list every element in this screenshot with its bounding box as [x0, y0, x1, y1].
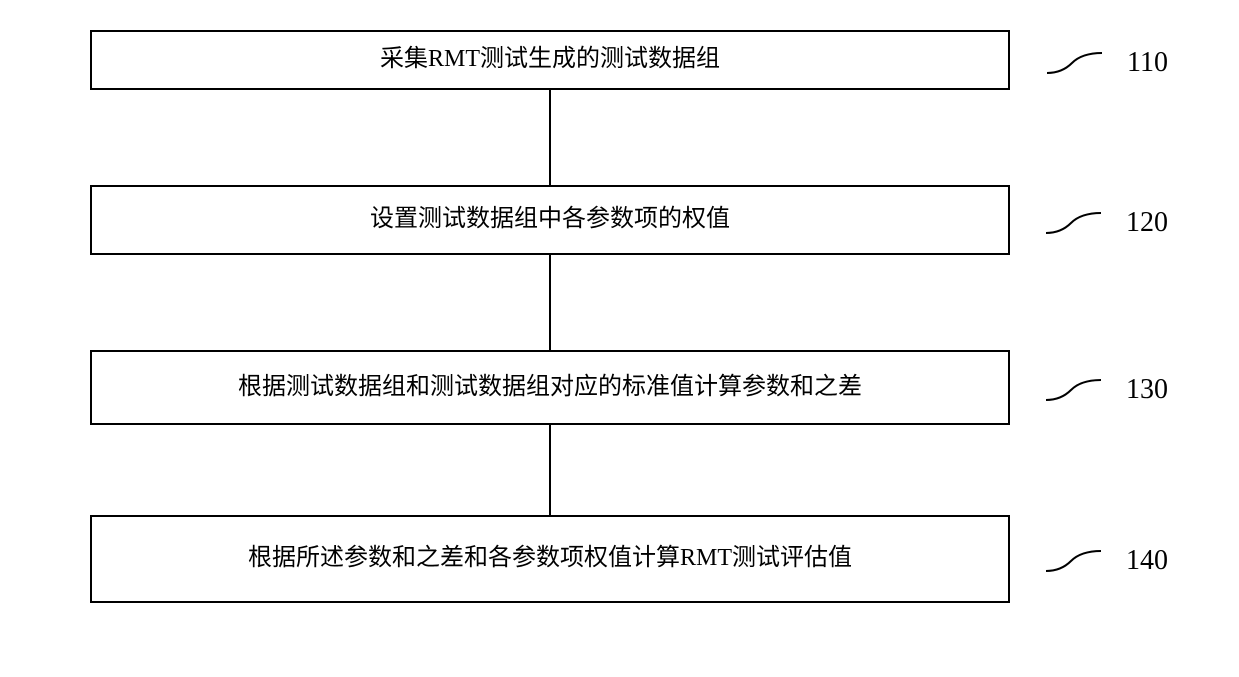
step-label-4: 140	[1126, 545, 1168, 577]
step-box-4: 根据所述参数和之差和各参数项权值计算RMT测试评估值 140	[90, 515, 1010, 603]
label-container-4: 140	[1046, 545, 1168, 577]
label-curve-2	[1046, 208, 1106, 238]
label-container-2: 120	[1046, 207, 1168, 239]
step-text-1: 采集RMT测试生成的测试数据组	[368, 35, 732, 85]
label-curve-4	[1046, 546, 1106, 576]
step-label-2: 120	[1126, 207, 1168, 239]
step-box-3: 根据测试数据组和测试数据组对应的标准值计算参数和之差 130	[90, 350, 1010, 425]
step-text-3: 根据测试数据组和测试数据组对应的标准值计算参数和之差	[226, 363, 874, 413]
step-text-4: 根据所述参数和之差和各参数项权值计算RMT测试评估值	[236, 534, 864, 584]
label-curve-3	[1046, 375, 1106, 405]
connector-1	[549, 90, 551, 185]
step-box-1: 采集RMT测试生成的测试数据组 110	[90, 30, 1010, 90]
step-label-1: 110	[1127, 47, 1168, 79]
step-box-2: 设置测试数据组中各参数项的权值 120	[90, 185, 1010, 255]
label-container-3: 130	[1046, 374, 1168, 406]
step-text-2: 设置测试数据组中各参数项的权值	[358, 195, 742, 245]
step-label-3: 130	[1126, 374, 1168, 406]
label-container-1: 110	[1047, 47, 1168, 79]
connector-3	[549, 425, 551, 515]
flowchart-container: 采集RMT测试生成的测试数据组 110 设置测试数据组中各参数项的权值 120 …	[90, 30, 1010, 603]
connector-2	[549, 255, 551, 350]
label-curve-1	[1047, 48, 1107, 78]
